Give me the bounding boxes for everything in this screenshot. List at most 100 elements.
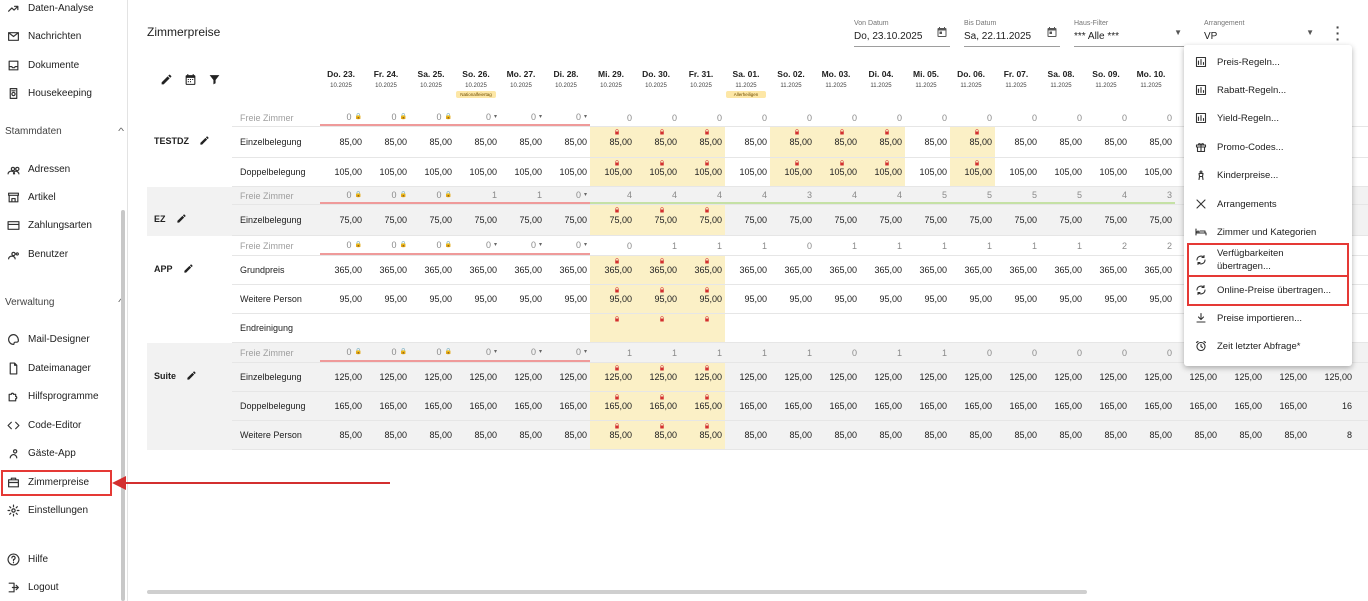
price-cell[interactable] xyxy=(455,314,500,342)
price-cell[interactable]: 165,00 xyxy=(1175,392,1220,420)
menu-item-preis-regeln[interactable]: Preis-Regeln... xyxy=(1184,48,1352,76)
sidebar-item-hilfe[interactable]: Hilfe xyxy=(0,546,126,572)
price-cell[interactable]: 365,00 xyxy=(590,256,635,284)
calendar-icon[interactable] xyxy=(936,26,948,38)
free-rooms-cell[interactable]: 0 xyxy=(1130,343,1175,362)
filter-icon[interactable] xyxy=(208,73,221,86)
free-rooms-cell[interactable]: 0 xyxy=(680,109,725,126)
price-cell[interactable]: 85,00 xyxy=(500,127,545,157)
price-cell[interactable] xyxy=(635,314,680,342)
price-cell[interactable]: 365,00 xyxy=(1085,256,1130,284)
price-cell[interactable]: 105,00 xyxy=(860,158,905,186)
free-rooms-cell[interactable]: 4 xyxy=(815,187,860,204)
price-cell[interactable]: 85,00 xyxy=(860,127,905,157)
free-rooms-cell[interactable]: 1 xyxy=(680,343,725,362)
price-cell[interactable]: 125,00 xyxy=(500,363,545,391)
price-cell[interactable]: 105,00 xyxy=(635,158,680,186)
free-rooms-cell[interactable]: 0 🔒 xyxy=(365,343,410,362)
price-cell[interactable]: 125,00 xyxy=(995,363,1040,391)
price-cell[interactable]: 125,00 xyxy=(365,363,410,391)
more-vert-icon[interactable]: · · · xyxy=(1335,19,1341,47)
price-cell[interactable]: 85,00 xyxy=(950,421,995,449)
price-cell[interactable]: 165,00 xyxy=(545,392,590,420)
price-cell[interactable]: 85,00 xyxy=(500,421,545,449)
edit-icon[interactable] xyxy=(183,263,194,274)
menu-item-kinderpreise[interactable]: Kinderpreise... xyxy=(1184,161,1352,189)
price-cell[interactable]: 125,00 xyxy=(1040,363,1085,391)
price-cell[interactable]: 165,00 xyxy=(1265,392,1310,420)
free-rooms-cell[interactable]: 1 xyxy=(455,187,500,204)
price-cell[interactable]: 125,00 xyxy=(320,363,365,391)
price-cell[interactable]: 85,00 xyxy=(1130,421,1175,449)
free-rooms-cell[interactable]: 5 xyxy=(995,187,1040,204)
price-cell[interactable]: 95,00 xyxy=(635,285,680,313)
price-cell[interactable]: 85,00 xyxy=(320,421,365,449)
price-cell[interactable]: 165,00 xyxy=(680,392,725,420)
price-cell[interactable]: 365,00 xyxy=(770,256,815,284)
price-cell[interactable]: 75,00 xyxy=(680,205,725,235)
bis-datum-field[interactable]: Bis Datum Sa, 22.11.2025 xyxy=(964,17,1060,47)
price-cell[interactable] xyxy=(365,314,410,342)
free-rooms-cell[interactable]: 0 🔒 xyxy=(365,109,410,126)
free-rooms-cell[interactable]: 1 xyxy=(860,343,905,362)
price-cell[interactable]: 75,00 xyxy=(455,205,500,235)
price-cell[interactable]: 85,00 xyxy=(995,127,1040,157)
menu-item-zeit-letzter-abfrage[interactable]: Zeit letzter Abfrage* xyxy=(1184,332,1352,360)
free-rooms-cell[interactable]: 0 ▾ xyxy=(545,187,590,204)
price-cell[interactable]: 125,00 xyxy=(410,363,455,391)
price-cell[interactable]: 365,00 xyxy=(860,256,905,284)
free-rooms-cell[interactable]: 2 xyxy=(1130,236,1175,255)
free-rooms-cell[interactable]: 0 xyxy=(1085,343,1130,362)
price-cell[interactable]: 365,00 xyxy=(410,256,455,284)
price-cell[interactable]: 95,00 xyxy=(545,285,590,313)
free-rooms-cell[interactable]: 5 xyxy=(950,187,995,204)
price-cell[interactable]: 85,00 xyxy=(905,127,950,157)
price-cell[interactable]: 365,00 xyxy=(1130,256,1175,284)
free-rooms-cell[interactable]: 0 xyxy=(905,109,950,126)
price-cell[interactable]: 75,00 xyxy=(950,205,995,235)
price-cell[interactable] xyxy=(1085,314,1130,342)
price-cell[interactable]: 85,00 xyxy=(590,421,635,449)
sidebar-item-hilfsprogramme[interactable]: Hilfsprogramme xyxy=(0,383,126,409)
price-cell[interactable]: 95,00 xyxy=(365,285,410,313)
price-cell[interactable] xyxy=(995,314,1040,342)
price-cell[interactable]: 85,00 xyxy=(410,421,455,449)
menu-item-yield-regeln[interactable]: Yield-Regeln... xyxy=(1184,104,1352,132)
menu-item-rabatt-regeln[interactable]: Rabatt-Regeln... xyxy=(1184,76,1352,104)
free-rooms-cell[interactable]: 4 xyxy=(635,187,680,204)
price-cell[interactable]: 125,00 xyxy=(860,363,905,391)
free-rooms-cell[interactable]: 0 xyxy=(770,236,815,255)
price-cell[interactable]: 75,00 xyxy=(635,205,680,235)
free-rooms-cell[interactable]: 1 xyxy=(680,236,725,255)
price-cell[interactable]: 365,00 xyxy=(635,256,680,284)
free-rooms-cell[interactable]: 0 ▾ xyxy=(545,109,590,126)
price-cell[interactable]: 85,00 xyxy=(905,421,950,449)
price-cell[interactable]: 105,00 xyxy=(545,158,590,186)
price-cell[interactable]: 85,00 xyxy=(725,421,770,449)
free-rooms-cell[interactable]: 0 🔒 xyxy=(320,187,365,204)
price-cell[interactable]: 85,00 xyxy=(545,127,590,157)
sidebar-item-benutzer[interactable]: Benutzer xyxy=(0,241,126,267)
free-rooms-cell[interactable]: 4 xyxy=(590,187,635,204)
price-cell[interactable]: 75,00 xyxy=(1040,205,1085,235)
price-cell[interactable] xyxy=(950,314,995,342)
price-cell[interactable]: 165,00 xyxy=(1040,392,1085,420)
price-cell[interactable]: 85,00 xyxy=(1130,127,1175,157)
free-rooms-cell[interactable]: 0 xyxy=(1130,109,1175,126)
menu-item-zimmer-und-kategorien[interactable]: Zimmer und Kategorien xyxy=(1184,218,1352,246)
price-cell[interactable]: 95,00 xyxy=(950,285,995,313)
price-cell[interactable]: 105,00 xyxy=(1040,158,1085,186)
price-cell[interactable]: 105,00 xyxy=(320,158,365,186)
edit-icon[interactable] xyxy=(186,370,197,381)
price-cell[interactable]: 85,00 xyxy=(1040,421,1085,449)
price-cell[interactable]: 95,00 xyxy=(500,285,545,313)
free-rooms-cell[interactable]: 5 xyxy=(905,187,950,204)
price-cell[interactable]: 125,00 xyxy=(1220,363,1265,391)
price-cell[interactable]: 165,00 xyxy=(635,392,680,420)
price-cell[interactable]: 85,00 xyxy=(1265,421,1310,449)
sidebar-item-gäste-app[interactable]: Gäste-App xyxy=(0,440,126,466)
price-cell[interactable]: 85,00 xyxy=(725,127,770,157)
price-cell[interactable]: 85,00 xyxy=(455,421,500,449)
price-cell[interactable]: 105,00 xyxy=(815,158,860,186)
menu-item-online-preise-übertragen[interactable]: Online-Preise übertragen... xyxy=(1184,276,1352,304)
